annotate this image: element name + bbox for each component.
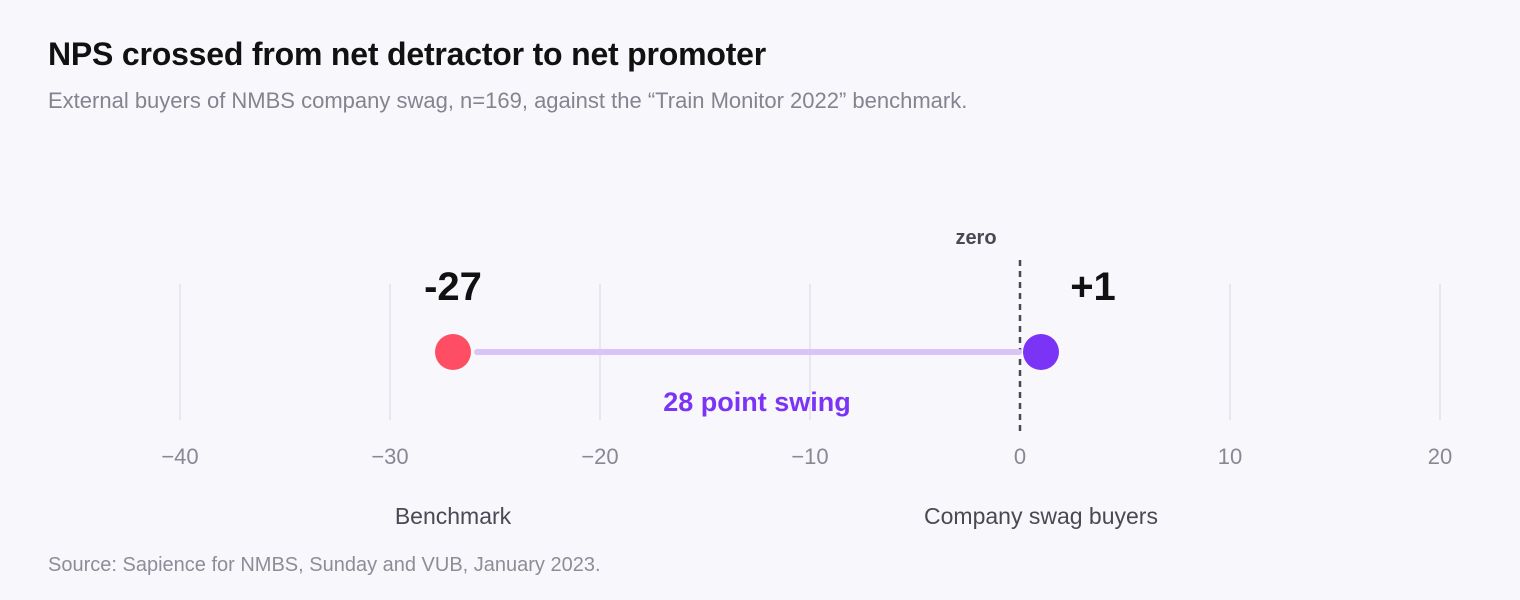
chart-subtitle: External buyers of NMBS company swag, n=… xyxy=(48,88,968,113)
x-tick-label: −30 xyxy=(371,444,408,469)
zero-label: zero xyxy=(955,227,996,249)
x-tick-label: 20 xyxy=(1428,444,1452,469)
x-tick-label: 10 xyxy=(1218,444,1242,469)
points-layer xyxy=(435,334,1059,370)
chart-title: NPS crossed from net detractor to net pr… xyxy=(48,36,767,72)
source-note: Source: Sapience for NMBS, Sunday and VU… xyxy=(48,554,601,576)
benchmark-category-label: Benchmark xyxy=(395,503,512,529)
x-tick-label: −40 xyxy=(161,444,198,469)
swing-annotation: 28 point swing xyxy=(663,387,851,417)
benchmark-point xyxy=(435,334,471,370)
company-category-label: Company swag buyers xyxy=(924,503,1158,529)
benchmark-value-label: -27 xyxy=(424,265,482,309)
x-tick-label: −20 xyxy=(581,444,618,469)
company-swag-point xyxy=(1023,334,1059,370)
x-tick-label: 0 xyxy=(1014,444,1026,469)
company-value-label: +1 xyxy=(1070,265,1116,309)
x-tick-label: −10 xyxy=(791,444,828,469)
labels-layer: −40 −30 −20 −10 0 10 20 zero -27 Benchmark +1 Compa… xyxy=(161,227,1452,529)
